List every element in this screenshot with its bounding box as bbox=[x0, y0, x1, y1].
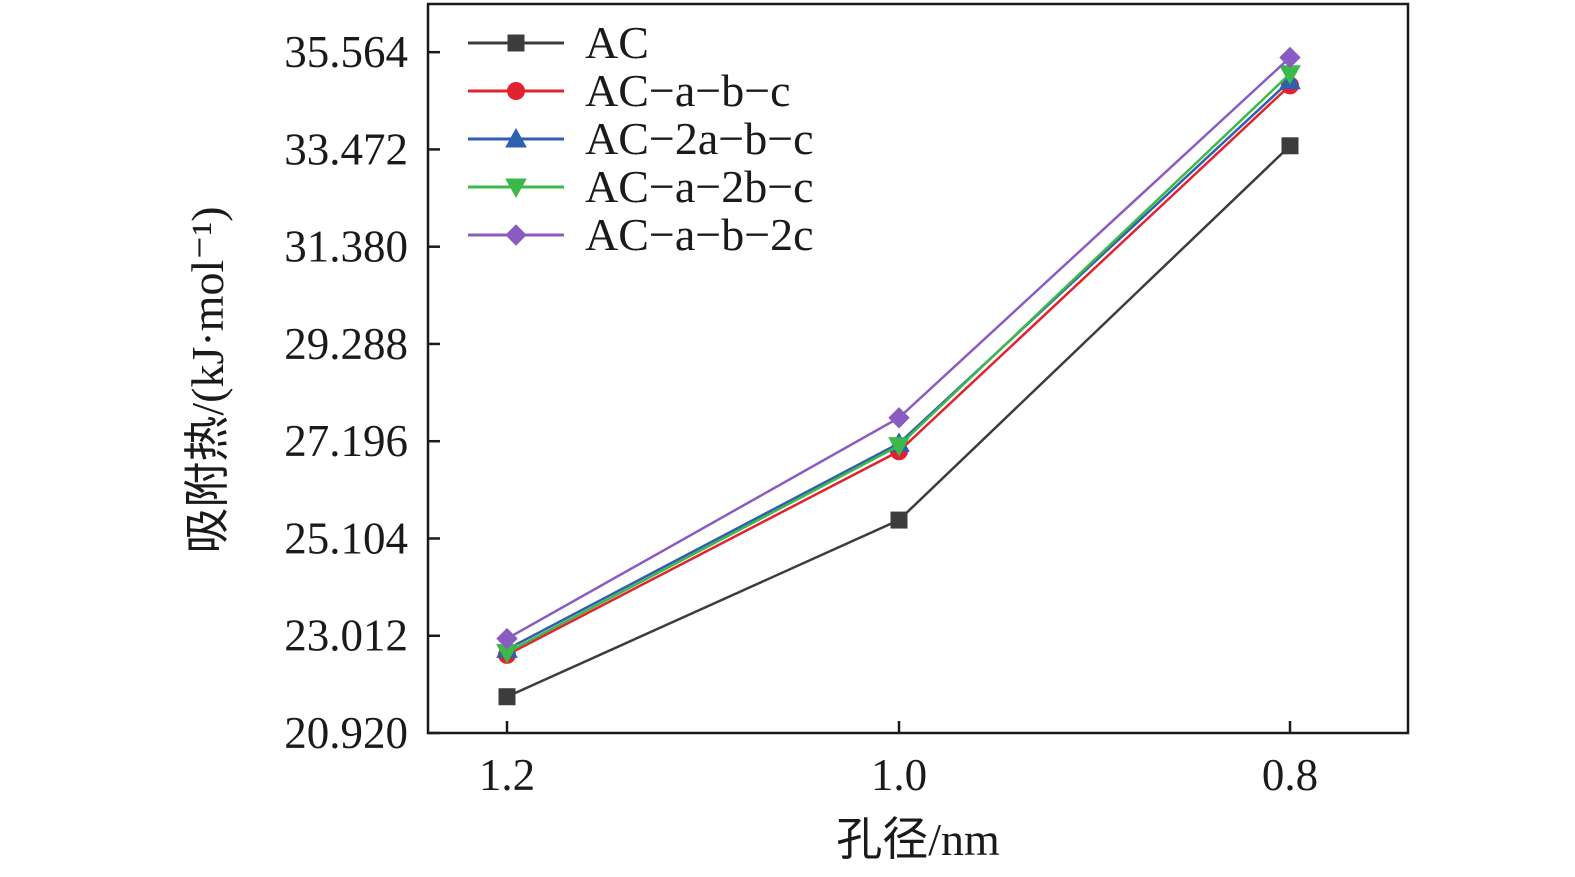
data-point-marker bbox=[888, 407, 910, 429]
y-tick-label: 27.196 bbox=[284, 416, 408, 466]
x-tick-label: 1.2 bbox=[479, 750, 535, 800]
x-axis: 1.2 1.0 0.8 bbox=[479, 721, 1318, 800]
legend-label: AC−a−b−c bbox=[585, 65, 791, 116]
legend-item: AC−a−2b−c bbox=[468, 161, 814, 212]
plot-area-border bbox=[426, 2, 1410, 735]
y-tick-label: 35.564 bbox=[284, 27, 408, 77]
legend-marker bbox=[505, 178, 527, 199]
y-tick-label: 25.104 bbox=[284, 513, 408, 563]
y-axis: 20.920 23.012 25.104 27.196 29.288 31.380 33.4… bbox=[284, 27, 440, 758]
x-tick-label: 1.0 bbox=[871, 750, 927, 800]
y-tick-label: 23.012 bbox=[284, 611, 408, 661]
legend-marker bbox=[507, 34, 525, 52]
legend-label: AC−a−b−2c bbox=[585, 209, 814, 260]
y-tick-label: 31.380 bbox=[284, 222, 408, 272]
y-tick-label: 20.920 bbox=[284, 708, 408, 758]
data-point-marker bbox=[498, 688, 516, 706]
data-point-marker bbox=[890, 511, 908, 529]
y-axis-title: 吸附热/(kJ·mol⁻¹) bbox=[182, 206, 233, 553]
data-point-marker bbox=[1279, 46, 1301, 69]
legend-marker bbox=[505, 224, 527, 246]
legend-item: AC−a−b−c bbox=[468, 65, 791, 116]
y-tick-label: 29.288 bbox=[284, 319, 408, 369]
series-5 bbox=[496, 46, 1301, 650]
x-axis-title: 孔径/nm bbox=[836, 814, 1000, 865]
legend-label: AC−2a−b−c bbox=[585, 113, 814, 164]
x-tick-label: 0.8 bbox=[1262, 750, 1318, 800]
legend-item: AC bbox=[468, 17, 649, 68]
data-point-marker bbox=[888, 437, 910, 457]
y-tick-label: 33.472 bbox=[284, 124, 408, 174]
data-point-marker bbox=[496, 627, 518, 650]
legend-item: AC−a−b−2c bbox=[468, 209, 814, 260]
legend-item: AC−2a−b−c bbox=[468, 113, 814, 164]
series-layer bbox=[496, 46, 1301, 706]
legend-marker bbox=[507, 82, 525, 100]
series-4 bbox=[496, 65, 1301, 664]
data-point-marker bbox=[1281, 137, 1299, 155]
legend-label: AC−a−2b−c bbox=[585, 161, 814, 212]
plot-frame bbox=[426, 2, 1410, 735]
legend-marker bbox=[505, 127, 527, 148]
series-1 bbox=[498, 137, 1299, 706]
legend-label: AC bbox=[585, 17, 649, 68]
